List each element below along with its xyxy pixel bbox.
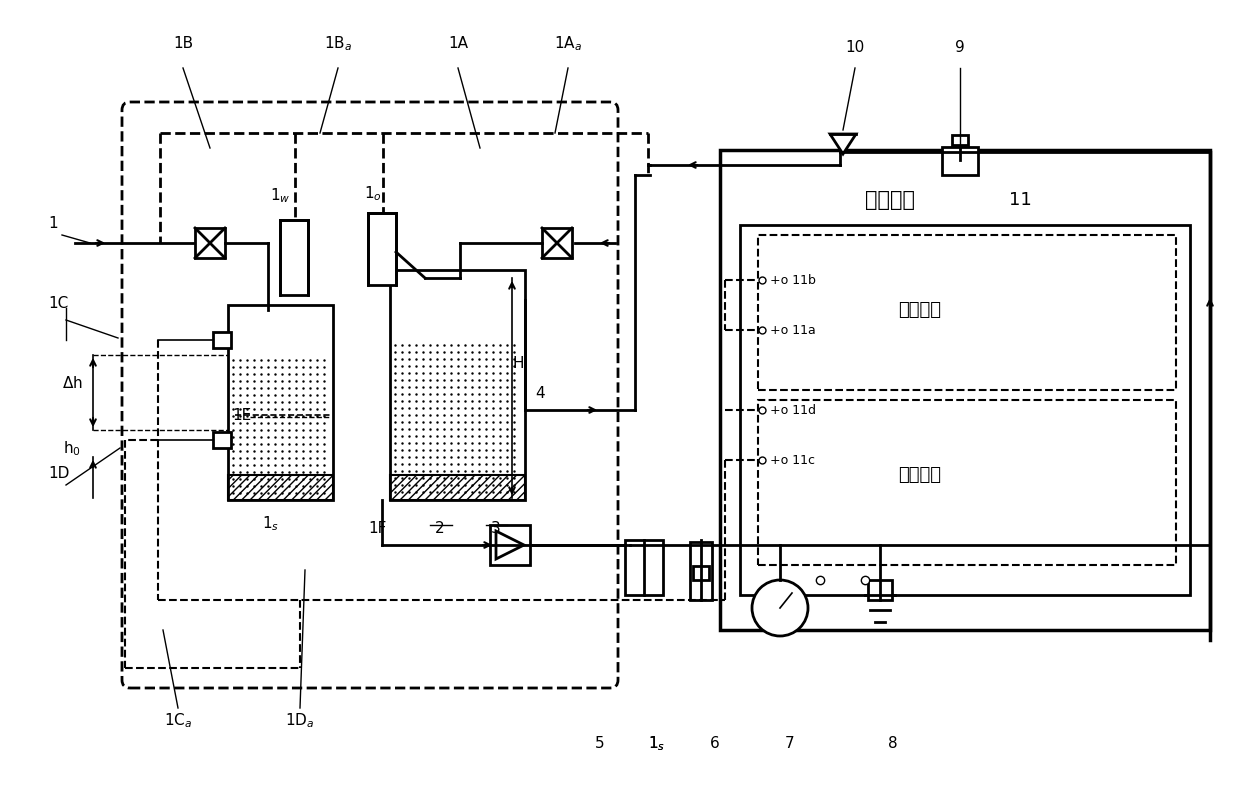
Text: 1: 1 <box>48 216 57 231</box>
Text: 5: 5 <box>595 736 605 751</box>
Text: 11: 11 <box>1008 191 1032 209</box>
Bar <box>758 235 1176 390</box>
Text: 1C$_a$: 1C$_a$ <box>164 711 192 729</box>
Bar <box>625 540 663 595</box>
Text: 7: 7 <box>785 736 795 751</box>
Text: h$_0$: h$_0$ <box>63 439 81 458</box>
Bar <box>213 332 231 348</box>
Bar <box>689 542 712 600</box>
Text: 1$_o$: 1$_o$ <box>365 184 382 203</box>
Text: 2: 2 <box>435 521 445 536</box>
Polygon shape <box>830 134 856 154</box>
Text: 10: 10 <box>846 40 864 55</box>
Bar <box>942 147 978 175</box>
Text: 1F: 1F <box>368 521 387 536</box>
Text: 6: 6 <box>711 736 720 751</box>
Bar <box>391 475 525 500</box>
Text: 1D: 1D <box>48 466 69 481</box>
Bar <box>720 150 1210 630</box>
Text: 1$_s$: 1$_s$ <box>649 734 666 752</box>
Text: $\Delta$h: $\Delta$h <box>62 375 82 391</box>
Bar <box>490 525 529 565</box>
Text: 1A$_a$: 1A$_a$ <box>554 34 582 53</box>
Text: +o 11c: +o 11c <box>770 454 815 466</box>
Bar <box>542 228 572 258</box>
Bar <box>228 475 334 500</box>
Text: 数据中心: 数据中心 <box>899 466 941 484</box>
Text: 9: 9 <box>955 40 965 55</box>
Text: 1E: 1E <box>232 408 252 423</box>
Text: H: H <box>512 356 523 371</box>
Bar <box>391 270 525 500</box>
Text: 1A: 1A <box>448 36 467 51</box>
Text: 1C: 1C <box>48 296 68 311</box>
Bar <box>213 432 231 448</box>
Text: +o 11d: +o 11d <box>770 403 816 417</box>
Bar <box>758 400 1176 565</box>
Text: 4: 4 <box>534 386 544 401</box>
Bar <box>228 305 334 500</box>
Text: 1$_s$: 1$_s$ <box>262 514 279 533</box>
Text: 1D$_a$: 1D$_a$ <box>285 711 315 729</box>
Polygon shape <box>496 531 525 559</box>
Bar <box>280 220 308 295</box>
Text: +o 11b: +o 11b <box>770 273 816 287</box>
Text: 1$_w$: 1$_w$ <box>270 186 290 204</box>
Bar <box>693 566 709 580</box>
Bar <box>868 580 892 600</box>
Text: 8: 8 <box>888 736 898 751</box>
Text: 1B: 1B <box>172 36 193 51</box>
Bar <box>740 225 1190 595</box>
Circle shape <box>751 580 808 636</box>
Text: 1$_s$: 1$_s$ <box>649 734 666 752</box>
Bar <box>195 228 224 258</box>
Bar <box>368 213 396 285</box>
Text: 微控制器: 微控制器 <box>866 190 915 210</box>
Text: 1B$_a$: 1B$_a$ <box>324 34 352 53</box>
Text: +o 11a: +o 11a <box>770 323 816 337</box>
Text: 3: 3 <box>491 521 501 536</box>
Text: 控制中心: 控制中心 <box>899 301 941 319</box>
Bar <box>952 135 968 145</box>
